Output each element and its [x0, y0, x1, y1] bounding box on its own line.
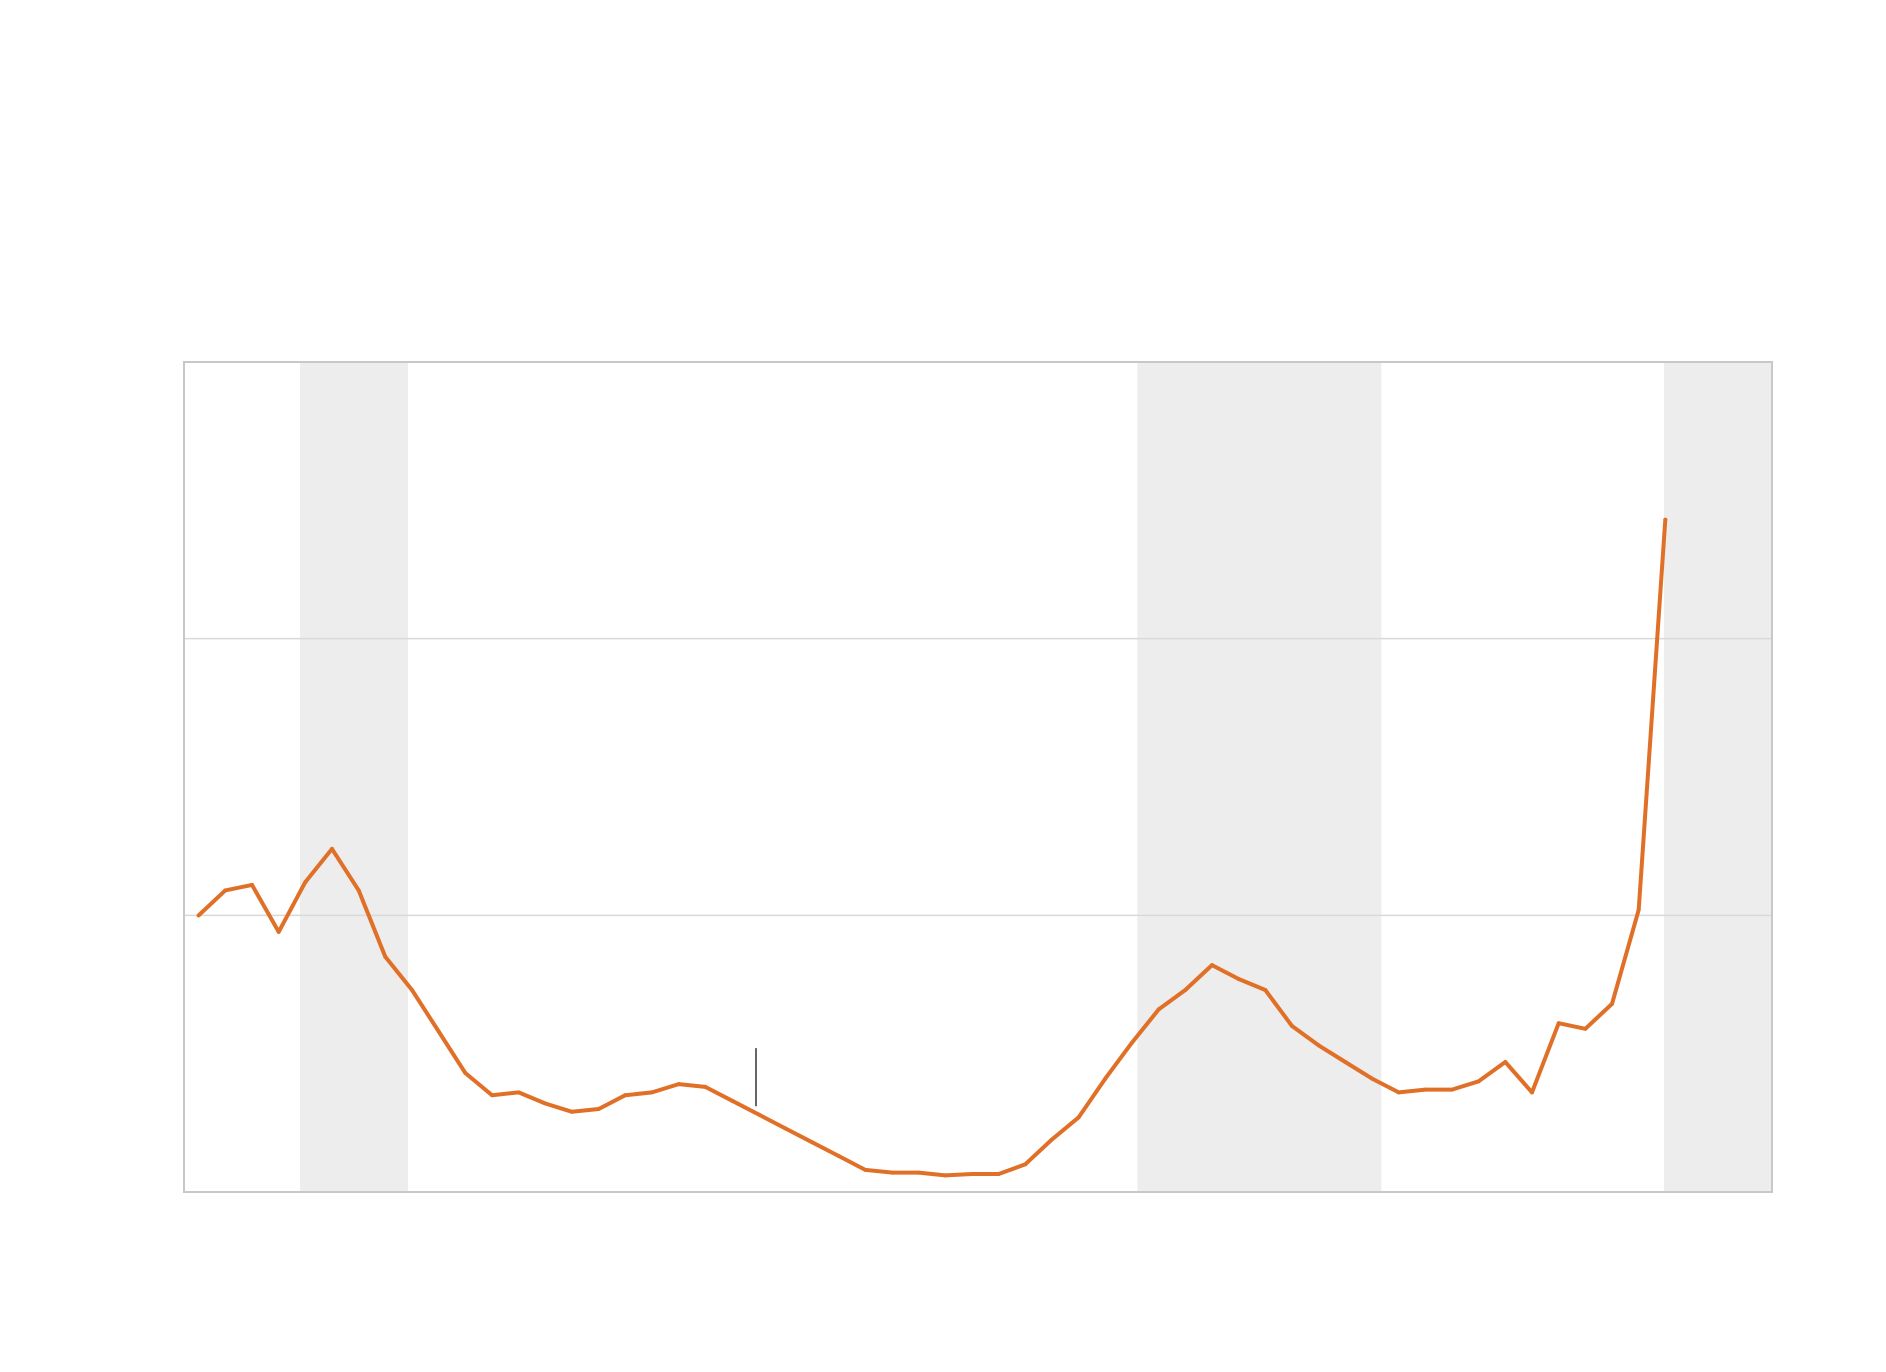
data-point — [356, 888, 361, 893]
data-point — [1023, 1162, 1028, 1167]
gridlines-group — [184, 637, 1772, 917]
data-point — [1316, 1043, 1321, 1048]
data-point — [1423, 1087, 1428, 1092]
plot-background — [184, 362, 1772, 1192]
data-point — [543, 1101, 548, 1106]
data-point — [303, 880, 308, 885]
data-point — [756, 1112, 761, 1117]
data-point — [1450, 1087, 1454, 1092]
data-point — [196, 913, 201, 918]
data-point — [463, 1071, 468, 1076]
data-point — [223, 888, 228, 893]
shaded-band-2 — [1137, 362, 1382, 1192]
data-point — [970, 1172, 974, 1177]
data-point — [943, 1173, 948, 1178]
data-point — [516, 1090, 521, 1095]
data-point — [650, 1090, 654, 1095]
data-point — [1370, 1076, 1374, 1081]
data-point — [1263, 988, 1268, 993]
data-point — [1156, 1007, 1161, 1012]
data-point — [1210, 963, 1214, 968]
data-point — [250, 882, 254, 887]
data-point — [1476, 1079, 1481, 1084]
data-point — [383, 954, 388, 959]
data-point — [1663, 517, 1668, 522]
data-point — [276, 929, 281, 934]
data-point — [996, 1172, 1001, 1177]
data-point — [1503, 1059, 1508, 1064]
data-point — [410, 988, 414, 993]
shaded-bands-group — [300, 362, 1772, 1192]
data-point — [490, 1093, 494, 1098]
data-point — [1050, 1137, 1054, 1142]
data-point — [1583, 1026, 1588, 1031]
data-point — [676, 1082, 681, 1087]
data-point — [1610, 1001, 1614, 1006]
data-point — [596, 1107, 601, 1111]
data-point — [1130, 1040, 1134, 1045]
data-point — [783, 1126, 788, 1131]
series-line-1 — [196, 517, 1668, 1178]
data-point — [1556, 1021, 1561, 1026]
data-point — [863, 1167, 868, 1172]
shaded-band-1 — [300, 362, 408, 1192]
data-point — [1396, 1090, 1401, 1095]
data-point — [436, 1029, 441, 1034]
data-point — [810, 1140, 814, 1145]
data-point — [1530, 1090, 1534, 1095]
data-point — [1290, 1024, 1294, 1028]
data-point — [1636, 907, 1641, 912]
data-point — [1103, 1076, 1108, 1081]
shaded-band-3 — [1664, 362, 1772, 1192]
data-point — [916, 1170, 921, 1175]
data-point — [1236, 976, 1241, 981]
data-point — [703, 1084, 708, 1089]
data-point — [836, 1154, 841, 1159]
series-group — [196, 517, 1668, 1178]
data-point — [1076, 1115, 1081, 1120]
data-point — [623, 1093, 628, 1098]
plot-frame — [183, 361, 1773, 1193]
data-point — [570, 1109, 574, 1114]
data-point — [1343, 1059, 1348, 1064]
data-point — [890, 1170, 894, 1175]
data-point — [1183, 988, 1188, 993]
data-point — [330, 846, 334, 851]
data-point — [730, 1098, 734, 1103]
